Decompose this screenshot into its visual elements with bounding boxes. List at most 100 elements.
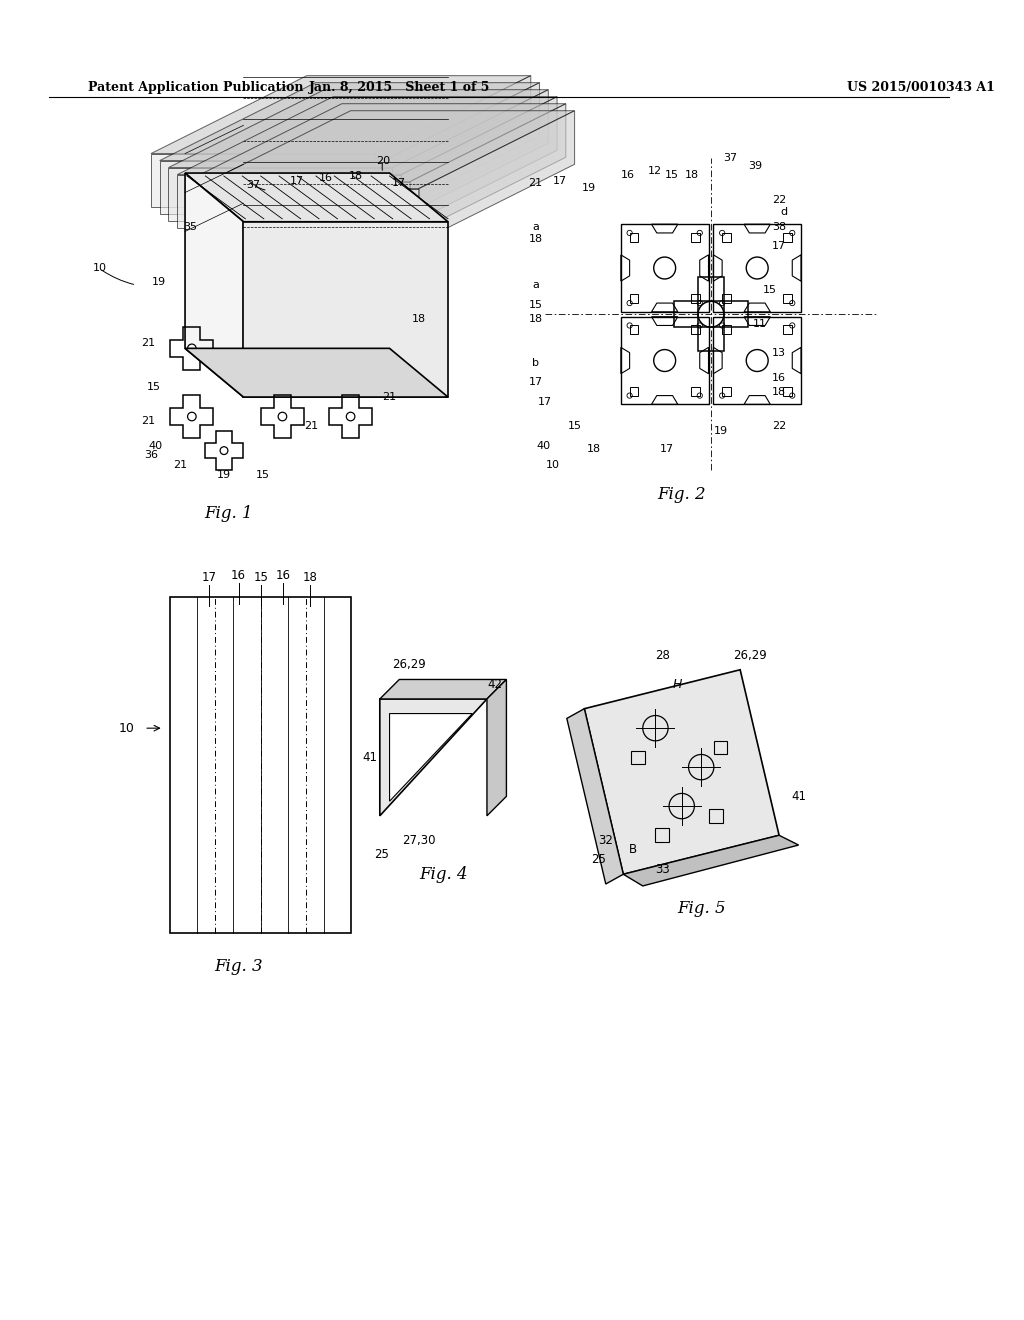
Polygon shape (487, 680, 507, 816)
Text: 33: 33 (655, 863, 670, 876)
Text: 19: 19 (582, 182, 596, 193)
Text: 16: 16 (275, 569, 291, 582)
Polygon shape (185, 173, 244, 397)
Bar (655, 829, 669, 842)
Bar (691, 294, 699, 304)
Text: Fig. 4: Fig. 4 (419, 866, 467, 883)
Text: 15: 15 (528, 300, 543, 309)
Bar (722, 232, 731, 242)
Bar (714, 741, 727, 755)
Text: b: b (532, 358, 540, 368)
Bar (631, 751, 645, 764)
Bar (783, 387, 793, 396)
Text: 21: 21 (528, 178, 543, 187)
Text: 37: 37 (723, 153, 737, 164)
Text: 18: 18 (412, 314, 426, 325)
Polygon shape (244, 222, 447, 397)
Text: 15: 15 (665, 170, 679, 180)
Text: 16: 16 (231, 569, 246, 582)
Text: 21: 21 (141, 416, 155, 426)
Text: 22: 22 (772, 195, 786, 206)
Text: Jan. 8, 2015   Sheet 1 of 5: Jan. 8, 2015 Sheet 1 of 5 (308, 81, 489, 94)
Text: 39: 39 (748, 161, 762, 172)
Polygon shape (195, 189, 419, 242)
Bar (630, 387, 638, 396)
Text: 26,29: 26,29 (392, 659, 426, 672)
Bar (691, 326, 699, 334)
Text: 40: 40 (148, 441, 163, 450)
Text: 25: 25 (375, 849, 389, 861)
Text: H: H (672, 678, 682, 690)
Text: Fig. 3: Fig. 3 (214, 958, 263, 975)
Polygon shape (186, 104, 566, 182)
Bar (691, 387, 699, 396)
Bar (621, 317, 709, 404)
Polygon shape (169, 90, 548, 168)
Bar (714, 224, 801, 312)
Text: 17: 17 (290, 176, 304, 186)
Text: Fig. 1: Fig. 1 (205, 506, 253, 523)
Text: 10: 10 (119, 722, 134, 735)
Polygon shape (185, 173, 447, 222)
Text: 27,30: 27,30 (402, 834, 435, 846)
Text: 17: 17 (202, 570, 217, 583)
Polygon shape (151, 75, 530, 153)
Text: 25: 25 (592, 853, 606, 866)
Text: Patent Application Publication: Patent Application Publication (88, 81, 303, 94)
Text: 15: 15 (146, 383, 161, 392)
Text: a: a (532, 222, 539, 231)
Bar (630, 294, 638, 304)
Text: 38: 38 (772, 222, 786, 231)
Text: 28: 28 (654, 648, 670, 661)
Text: 17: 17 (528, 378, 543, 388)
Text: 21: 21 (304, 421, 318, 432)
Bar (621, 224, 709, 312)
Polygon shape (160, 83, 540, 161)
Text: 18: 18 (684, 170, 698, 180)
Bar (783, 232, 793, 242)
Polygon shape (419, 111, 574, 242)
Text: 17: 17 (539, 397, 552, 407)
Text: 15: 15 (763, 285, 776, 294)
Bar (722, 326, 731, 334)
Polygon shape (195, 111, 574, 189)
Text: 13: 13 (772, 348, 786, 358)
Text: 12: 12 (647, 166, 662, 176)
Text: 11: 11 (753, 319, 767, 329)
Text: 42: 42 (487, 678, 502, 690)
Text: 18: 18 (528, 314, 543, 325)
Polygon shape (401, 96, 557, 228)
Text: a: a (532, 280, 539, 290)
Text: 16: 16 (772, 372, 786, 383)
Bar (630, 326, 638, 334)
Text: 10: 10 (92, 264, 106, 273)
Text: 20: 20 (376, 156, 390, 166)
Text: 10: 10 (546, 461, 560, 470)
Bar (170, 597, 350, 933)
Text: 17: 17 (392, 178, 407, 187)
Text: 21: 21 (173, 461, 187, 470)
Bar (783, 294, 793, 304)
Bar (709, 809, 723, 822)
Bar (630, 232, 638, 242)
Text: 18: 18 (302, 570, 317, 583)
Text: 26,29: 26,29 (733, 648, 767, 661)
Text: d: d (780, 207, 787, 216)
Text: 40: 40 (537, 441, 551, 450)
Text: 21: 21 (141, 338, 155, 348)
Polygon shape (392, 90, 548, 222)
Text: 16: 16 (319, 173, 333, 183)
Text: 17: 17 (660, 444, 674, 454)
Polygon shape (410, 104, 566, 235)
Polygon shape (375, 75, 530, 207)
Text: 37: 37 (246, 180, 260, 190)
Polygon shape (380, 680, 507, 700)
Text: Fig. 5: Fig. 5 (677, 900, 726, 917)
Text: 18: 18 (528, 234, 543, 244)
Polygon shape (624, 836, 799, 886)
Polygon shape (567, 709, 624, 884)
Text: 32: 32 (598, 834, 613, 846)
Text: Fig. 2: Fig. 2 (657, 486, 706, 503)
Text: 22: 22 (772, 421, 786, 432)
Polygon shape (186, 182, 410, 235)
